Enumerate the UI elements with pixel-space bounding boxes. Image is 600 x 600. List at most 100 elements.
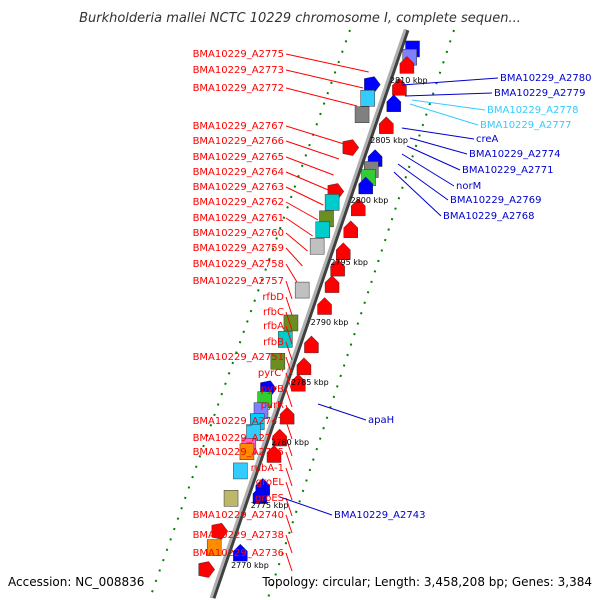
gene-label: rfbA <box>263 321 284 332</box>
scale-tick-label: 2800 kbp <box>351 196 389 205</box>
label-connector <box>397 163 449 201</box>
gene-label: creA <box>476 134 499 145</box>
left-gene-labels: BMA10229_A2775 BMA10229_A2773 BMA10229_A27… <box>193 49 285 559</box>
scale-tick-label: 2795 kbp <box>330 258 368 267</box>
label-connector <box>285 451 293 471</box>
gene-feature <box>206 539 222 556</box>
gene-label: apaH <box>368 415 394 426</box>
gene-feature <box>360 90 375 107</box>
label-connector <box>401 77 499 86</box>
gene-label: BMA10229_A2747 <box>193 416 284 427</box>
label-connector <box>285 404 293 424</box>
gene-feature <box>351 198 366 217</box>
label-connector <box>285 201 319 221</box>
gene-feature <box>266 445 282 463</box>
right-gene-labels: BMA10229_A2780 BMA10229_A2779 BMA10229_A27… <box>334 73 591 521</box>
gene-label: pyrB <box>261 384 284 395</box>
gene-feature <box>324 194 340 211</box>
gene-label: BMA10229_A2779 <box>494 88 585 99</box>
label-connector <box>285 467 293 487</box>
label-connector <box>285 171 329 191</box>
gene-label: BMA10229_A2740 <box>193 510 284 521</box>
gene-feature <box>239 443 255 460</box>
label-connector <box>285 217 313 237</box>
scale-tick-label: 2770 kbp <box>231 561 269 570</box>
gene-feature <box>324 275 340 293</box>
label-connector <box>285 437 293 457</box>
label-connector <box>285 280 293 300</box>
gene-feature <box>272 428 287 447</box>
gene-label: groEL <box>256 477 285 488</box>
gene-feature <box>270 353 286 370</box>
label-connector <box>279 496 333 516</box>
label-connector <box>285 296 293 316</box>
gene-feature <box>304 335 319 354</box>
label-connector <box>285 534 293 554</box>
gene-label: pyrR <box>261 400 284 411</box>
accession-text: Accession: NC_008836 <box>8 575 144 589</box>
gene-label: rfbC <box>263 307 284 318</box>
gene-label: BMA10229_A2758 <box>193 259 284 270</box>
outer-dotted-ring <box>267 29 455 599</box>
gene-label: BMA10229_A2775 <box>193 49 284 60</box>
gene-feature <box>223 490 239 507</box>
label-connector <box>285 311 293 331</box>
gene-label: rfbD <box>262 292 284 303</box>
label-connector <box>285 481 293 501</box>
gene-feature <box>309 237 325 255</box>
gene-label: BMA10229_A2760 <box>193 228 284 239</box>
map-title: Burkholderia mallei NCTC 10229 chromosom… <box>79 11 521 26</box>
scale-tick-label: 2780 kbp <box>271 438 309 447</box>
gene-feature <box>317 297 332 315</box>
gene-label: BMA10229_A2738 <box>193 530 284 541</box>
scale-tick-label: 2790 kbp <box>311 318 349 327</box>
backbone-shadow <box>210 29 410 599</box>
gene-feature <box>233 543 248 562</box>
label-connector <box>285 497 293 517</box>
scale-tick-label: 2805 kbp <box>370 136 408 145</box>
label-connector <box>285 356 293 376</box>
label-connector <box>401 127 475 140</box>
gene-label: BMA10229_A2772 <box>193 83 284 94</box>
gene-label: pyrC' <box>258 368 284 379</box>
gene-feature <box>291 373 306 392</box>
gene-feature <box>342 139 360 156</box>
gene-label: BMA10229_A2765 <box>193 152 284 163</box>
gene-label: BMA10229_A2780 <box>500 73 591 84</box>
label-connectors <box>279 53 499 572</box>
gene-label: BMA10229_A2736 <box>193 548 284 559</box>
gene-feature <box>294 281 310 299</box>
label-connector <box>285 514 293 534</box>
label-connector <box>285 247 303 267</box>
gene-feature <box>343 220 358 239</box>
label-connector <box>285 232 308 252</box>
gene-label: groES <box>255 493 284 504</box>
gene-label: rubA-1 <box>251 463 284 474</box>
gene-feature <box>233 462 248 480</box>
gene-label: BMA10229_A2745 <box>193 447 284 458</box>
gene-label: BMA10229_A2751 <box>193 352 284 363</box>
label-connector <box>285 552 293 572</box>
inner-dotted-ring <box>149 29 351 599</box>
gene-label: norM <box>456 181 481 192</box>
gene-feature <box>283 314 299 332</box>
label-connector <box>317 403 367 421</box>
gene-feature <box>354 106 370 123</box>
label-connector <box>406 145 461 171</box>
gene-label: BMA10229_A2761 <box>193 213 284 224</box>
gene-label: BMA10229_A2766 <box>193 136 284 147</box>
label-connector <box>285 372 293 392</box>
label-connector <box>285 388 293 408</box>
label-connector <box>285 420 293 440</box>
label-connector <box>285 156 334 176</box>
label-connector <box>285 87 358 107</box>
gene-label: BMA10229_A2773 <box>193 65 284 76</box>
label-connector <box>285 341 293 361</box>
backbone <box>209 29 407 599</box>
scale-tick-label: 2785 kbp <box>291 378 329 387</box>
scale-ticks: 2810 kbp 2805 kbp 2800 kbp 2795 kbp 2790 kbp… <box>231 76 428 570</box>
gene-label: BMA10229_A2746 <box>193 433 284 444</box>
gene-label: BMA10229_A2769 <box>450 195 541 206</box>
gene-feature <box>358 176 373 195</box>
